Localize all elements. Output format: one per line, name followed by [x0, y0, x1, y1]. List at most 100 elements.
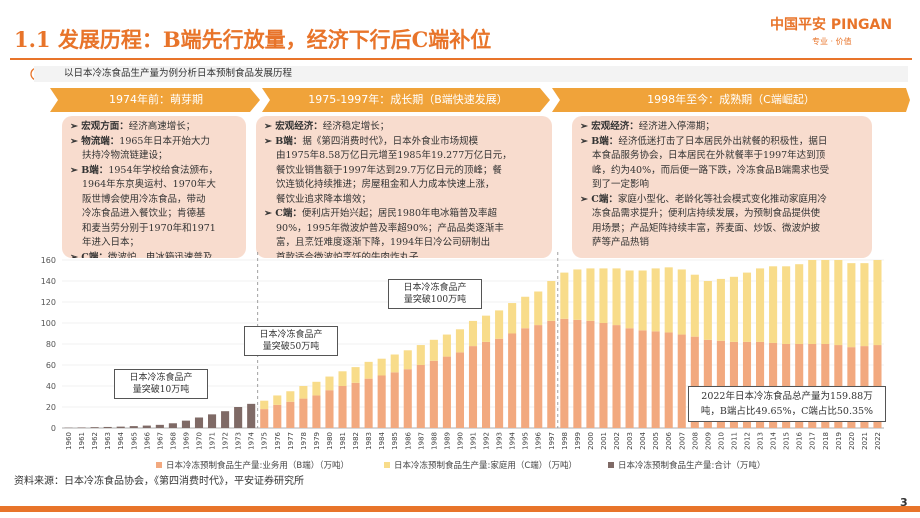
bar-business-2012	[742, 341, 752, 428]
x-tick-label: 2008	[691, 432, 699, 450]
y-tick-label: 20	[46, 403, 56, 412]
x-tick-label: 2001	[600, 432, 608, 450]
phase-arrows	[50, 88, 910, 112]
description-line: ➢ 宏观经济：经济进入停滞期；	[580, 121, 715, 132]
bar-total-1972	[221, 411, 230, 428]
bar-home-1979	[312, 381, 321, 396]
bar-home-2007	[677, 269, 686, 335]
x-tick-label: 2020	[848, 432, 856, 450]
bottom-rule	[0, 506, 920, 512]
x-tick-label: 1978	[300, 432, 308, 450]
y-tick-label: 160	[41, 256, 56, 265]
callout-100k-tons: 日本冷冻食品产 量突破10万吨	[114, 369, 208, 399]
bar-total-1964	[116, 426, 125, 428]
x-tick-label: 2010	[717, 432, 725, 450]
y-tick-label: 0	[51, 424, 56, 433]
x-tick-label: 1998	[561, 432, 569, 450]
y-tick-label: 120	[41, 298, 56, 307]
bar-business-1998	[560, 318, 569, 428]
bar-total-1965	[129, 426, 138, 428]
bar-total-1970	[194, 417, 204, 428]
bar-business-1975	[260, 409, 269, 428]
bar-business-1987	[416, 365, 425, 428]
bar-business-2005	[651, 331, 660, 428]
callout-2022-summary: 2022年日本冷冻食品总产量为159.88万 吨，B端占比49.65%，C端占比5…	[688, 386, 886, 422]
bar-home-1995	[521, 296, 530, 329]
description-line: 年进入日本；	[82, 237, 140, 248]
bar-home-2002	[612, 268, 621, 326]
x-tick-label: 1968	[169, 432, 177, 450]
bar-business-1995	[521, 328, 530, 428]
bar-business-1997	[547, 320, 556, 428]
bar-home-2008	[690, 274, 699, 337]
x-tick-label: 1964	[117, 431, 125, 449]
bar-home-2000	[586, 268, 595, 321]
page-number: 3	[900, 496, 908, 509]
bar-home-2006	[664, 267, 673, 333]
x-tick-label: 2012	[744, 432, 752, 450]
description-line: 用场景；产品矩阵持续丰富，荞麦面、炒饭、微波炉披	[592, 222, 821, 234]
x-tick-label: 1995	[522, 432, 530, 450]
bar-home-1980	[325, 376, 334, 391]
pingan-logo: 中国平安 PINGAN 专业 · 价值	[770, 14, 910, 50]
x-tick-label: 2009	[704, 432, 712, 450]
description-line: 本食品服务协会，日本居民在外就餐率于1997年达到顶	[592, 150, 826, 161]
bar-home-2017	[808, 260, 817, 344]
x-tick-label: 1969	[182, 432, 190, 450]
description-line: 萨等产品热销	[592, 237, 650, 248]
x-tick-label: 1980	[326, 432, 334, 450]
x-tick-label: 2019	[835, 432, 843, 450]
phase-arrow-2	[262, 88, 550, 112]
x-tick-label: 1990	[456, 432, 464, 450]
bar-home-2011	[729, 276, 738, 342]
x-tick-label: 1972	[222, 432, 230, 450]
phase-arrow-1	[50, 88, 260, 112]
bar-business-1996	[534, 325, 543, 428]
x-tick-label: 1966	[143, 431, 151, 449]
bar-business-1990	[455, 352, 464, 428]
bar-business-1979	[312, 395, 321, 428]
bar-home-1984	[377, 358, 386, 376]
x-tick-label: 2015	[783, 432, 791, 450]
bar-business-1980	[325, 390, 334, 428]
bar-business-2006	[664, 332, 673, 428]
legend-swatch-total	[608, 462, 614, 468]
description-line: 峰，约为40%，而后便一路下跌，冷冻食品B端需求也受	[592, 164, 830, 176]
x-tick-label: 1993	[496, 432, 504, 450]
x-tick-label: 2004	[639, 431, 647, 449]
x-tick-label: 1963	[104, 432, 112, 450]
bar-home-2016	[795, 264, 804, 344]
x-tick-label: 1975	[261, 432, 269, 450]
x-tick-label: 1960	[65, 432, 73, 450]
x-tick-label: 1965	[130, 432, 138, 450]
bar-home-2009	[703, 281, 712, 340]
description-line: 冷冻食品进入餐饮业；肯德基	[82, 208, 206, 219]
bar-home-2001	[599, 268, 608, 323]
bar-total-1973	[234, 407, 243, 428]
page-title: 1.1 发展历程：B端先行放量，经济下行后C端补位	[14, 27, 492, 52]
bar-home-2018	[821, 260, 830, 344]
x-tick-label: 2000	[587, 432, 595, 450]
bar-home-2015	[782, 266, 791, 344]
bar-home-1976	[273, 395, 282, 405]
bar-home-1996	[534, 291, 543, 326]
x-tick-label: 2021	[861, 432, 869, 450]
description-line: ➢ 宏观经济：经济稳定增长；	[264, 121, 390, 132]
x-tick-label: 2005	[652, 432, 660, 450]
bar-business-2008	[690, 336, 699, 428]
description-line: 和麦当劳分别于1970年和1971	[82, 222, 216, 234]
bar-home-2021	[860, 263, 869, 347]
bar-business-1986	[403, 369, 412, 428]
x-tick-label: 1974	[248, 431, 256, 449]
description-line: ➢ B端：1954年学校给食法颁布，	[70, 164, 218, 176]
bar-business-1991	[468, 346, 478, 428]
bar-business-1992	[482, 341, 491, 428]
bar-home-2014	[769, 266, 778, 343]
description-line: 餐饮业追求降本增效；	[276, 193, 372, 205]
bar-total-1968	[168, 423, 177, 428]
bar-business-1982	[351, 382, 360, 428]
x-tick-label: 1986	[404, 431, 412, 449]
bar-home-1991	[468, 320, 478, 347]
bar-home-1981	[338, 371, 347, 386]
bar-home-1992	[482, 315, 491, 342]
